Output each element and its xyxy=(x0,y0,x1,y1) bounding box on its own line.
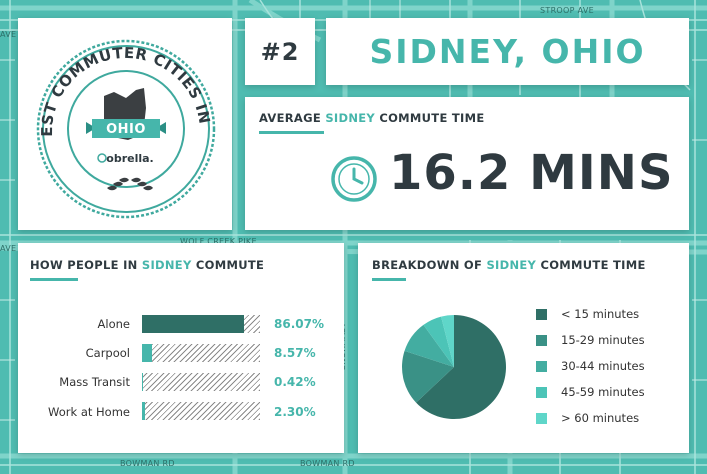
bar-label-mass-transit: Mass Transit xyxy=(59,375,130,389)
avg-commute-heading: AVERAGE SIDNEY COMMUTE TIME xyxy=(259,111,485,125)
legend-item: > 60 minutes xyxy=(536,411,639,425)
svg-text:obrella.: obrella. xyxy=(106,152,153,165)
bar-track-carpool xyxy=(142,344,260,362)
breakdown-card: BREAKDOWN OF SIDNEY COMMUTE TIME < 15 mi… xyxy=(358,243,689,453)
bar-label-carpool: Carpool xyxy=(85,346,130,360)
bar-value-carpool: 8.57% xyxy=(274,346,316,360)
legend-swatch xyxy=(536,308,547,320)
street-label-top-left: AVE xyxy=(0,30,17,39)
legend-swatch xyxy=(536,360,547,372)
modes-heading: HOW PEOPLE IN SIDNEY COMMUTE xyxy=(30,258,265,272)
street-label-bottom-left: BOWMAN RD xyxy=(120,459,175,468)
bar-fill-alone xyxy=(142,315,244,333)
heading-underline xyxy=(372,278,406,281)
pie-slice-2 xyxy=(404,324,454,367)
avg-commute-value: 16.2 MINS xyxy=(389,145,674,201)
svg-text:OHIO: OHIO xyxy=(106,122,146,137)
street-label-top-right: STROOP AVE xyxy=(540,6,594,15)
legend-label: > 60 minutes xyxy=(561,411,640,425)
bar-value-mass-transit: 0.42% xyxy=(274,375,316,389)
pie-slice-3 xyxy=(423,316,454,367)
rank-card: #2 xyxy=(245,18,315,85)
bar-fill-carpool xyxy=(142,344,153,362)
commuter-cities-seal: 40 BEST COMMUTER CITIES IN OHIO OHIO obr… xyxy=(18,18,216,219)
city-card: SIDNEY, OHIO xyxy=(326,18,689,85)
legend-swatch xyxy=(536,334,547,346)
pie-slice-0 xyxy=(416,315,506,419)
pie-legend: < 15 minutes 15-29 minutes 30-44 minutes 45… xyxy=(536,307,676,437)
street-label-middle: WOLF CREEK PIKE xyxy=(180,237,257,246)
bar-fill-mass-transit xyxy=(142,373,144,391)
bar-track-mass-transit xyxy=(142,373,260,391)
legend-label: 15-29 minutes xyxy=(561,333,645,347)
bar-value-work-at-home: 2.30% xyxy=(274,405,316,419)
street-label-left-side: AVE xyxy=(0,244,17,253)
legend-item: 30-44 minutes xyxy=(536,359,645,373)
commute-time-pie-chart xyxy=(402,315,506,419)
legend-swatch xyxy=(536,386,547,398)
legend-swatch xyxy=(536,412,547,424)
legend-label: 30-44 minutes xyxy=(561,359,645,373)
clock-icon xyxy=(331,156,377,202)
legend-label: < 15 minutes xyxy=(561,307,640,321)
bar-label-work-at-home: Work at Home xyxy=(48,405,130,419)
heading-underline xyxy=(259,131,324,134)
bar-fill-work-at-home xyxy=(142,402,145,420)
commute-modes-card: HOW PEOPLE IN SIDNEY COMMUTE Alone 86.07… xyxy=(18,243,344,453)
rank-number: #2 xyxy=(260,37,300,66)
pie-slice-1 xyxy=(402,350,454,403)
street-label-bottom-mid: BOWMAN RD xyxy=(300,459,355,468)
bar-track-work-at-home xyxy=(142,402,260,420)
legend-item: 45-59 minutes xyxy=(536,385,645,399)
avg-commute-card: AVERAGE SIDNEY COMMUTE TIME 16.2 MINS xyxy=(245,97,689,230)
bar-value-alone: 86.07% xyxy=(274,317,324,331)
bar-label-alone: Alone xyxy=(97,317,130,331)
city-title: SIDNEY, OHIO xyxy=(369,32,646,71)
heading-underline xyxy=(30,278,78,281)
breakdown-heading: BREAKDOWN OF SIDNEY COMMUTE TIME xyxy=(372,258,646,272)
legend-item: 15-29 minutes xyxy=(536,333,645,347)
legend-item: < 15 minutes xyxy=(536,307,639,321)
bar-track-alone xyxy=(142,315,260,333)
badge-card: 40 BEST COMMUTER CITIES IN OHIO OHIO obr… xyxy=(18,18,232,230)
pie-slice-4 xyxy=(441,315,454,367)
legend-label: 45-59 minutes xyxy=(561,385,645,399)
